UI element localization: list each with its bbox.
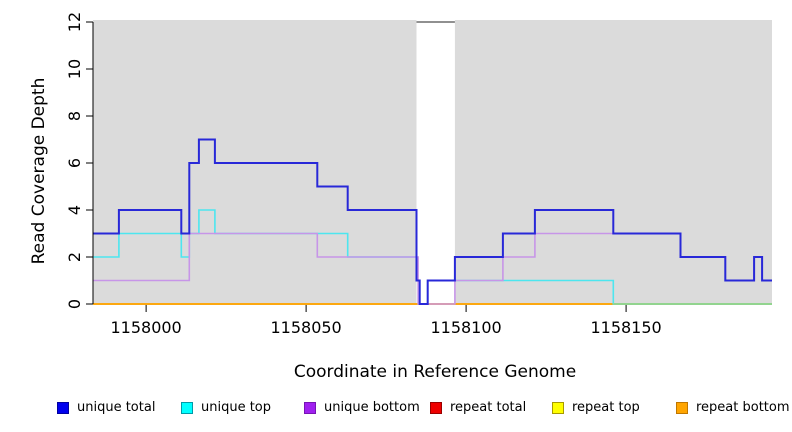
y-axis-title: Read Coverage Depth [29,78,49,265]
y-tick-label: 12 [65,12,84,32]
y-tick-label: 6 [65,158,84,168]
y-tick-label: 4 [65,205,84,215]
x-tick-label: 1158150 [590,318,661,337]
y-tick-label: 0 [65,299,84,309]
y-tick-label: 10 [65,59,84,79]
x-tick-label: 1158000 [110,318,181,337]
y-tick-label: 2 [65,252,84,262]
y-tick-label: 8 [65,111,84,121]
x-tick-label: 1158050 [270,318,341,337]
x-axis-title: Coordinate in Reference Genome [294,362,576,382]
series-line-unique-total [93,138,772,305]
masked-region [416,20,455,305]
x-tick-label: 1158100 [430,318,501,337]
